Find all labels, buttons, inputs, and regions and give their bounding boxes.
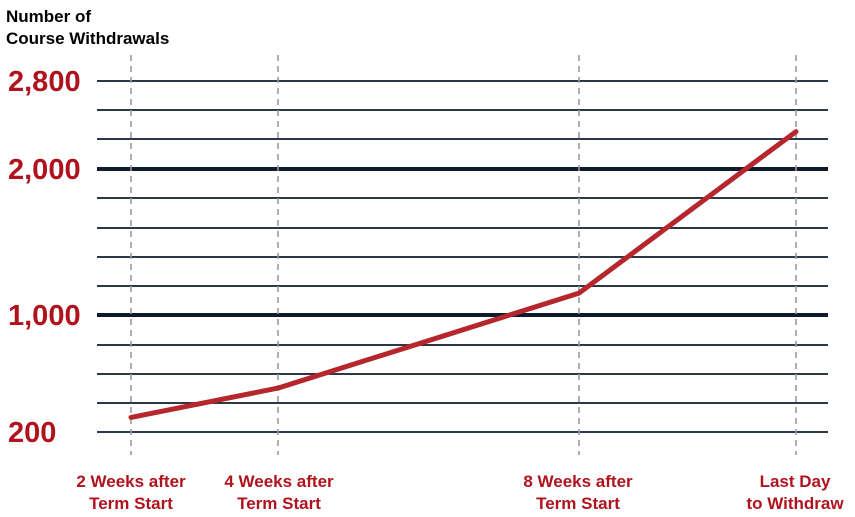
x-category-label: 2 Weeks after Term Start [76,472,186,513]
x-category-label-line: 4 Weeks after [224,472,334,491]
y-tick-label: 1,000 [8,300,81,332]
x-category-label: 4 Weeks after Term Start [224,472,334,513]
x-category-label-line: to Withdraw [746,494,844,513]
x-category-label-line: Term Start [536,494,620,513]
y-axis-label-line-1: Number of [6,7,91,26]
x-category-label: Last Day to Withdraw [746,472,844,513]
x-category-labels: 2 Weeks after Term Start 4 Weeks after Term… [76,472,844,513]
x-category-label-line: Term Start [237,494,321,513]
horizontal-gridlines [97,80,828,433]
x-category-label: 8 Weeks after Term Start [523,472,633,513]
x-category-label-line: Last Day [760,472,831,491]
y-tick-label: 2,000 [8,154,81,186]
y-tick-labels: 2,800 2,000 1,000 200 [8,66,81,449]
x-category-label-line: Term Start [89,494,173,513]
y-tick-label: 2,800 [8,66,81,98]
series-line [128,129,799,420]
series-line-group [128,129,799,420]
y-tick-label: 200 [8,417,56,449]
y-axis-label: Number of Course Withdrawals [6,7,169,48]
x-category-label-line: 8 Weeks after [523,472,633,491]
y-axis-label-line-2: Course Withdrawals [6,29,169,48]
x-category-label-line: 2 Weeks after [76,472,186,491]
